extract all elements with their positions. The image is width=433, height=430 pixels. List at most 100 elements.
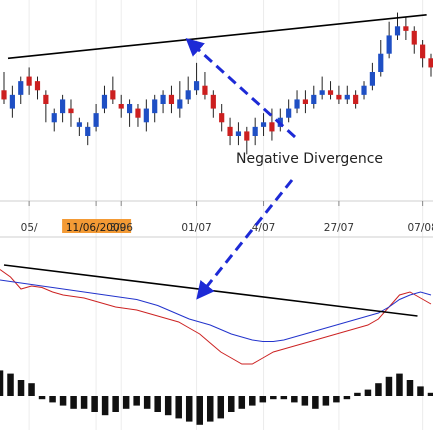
histogram-bar xyxy=(238,396,246,409)
x-tick-label: 3/06 xyxy=(109,222,133,234)
candle-up xyxy=(143,108,149,123)
candle-down xyxy=(353,94,359,104)
histogram-bar xyxy=(343,396,351,400)
histogram-bar xyxy=(291,396,298,403)
candle-down xyxy=(302,99,309,104)
histogram-bar xyxy=(59,396,67,406)
candle-up xyxy=(361,85,367,95)
histogram-bar xyxy=(217,396,225,419)
candle-down xyxy=(210,94,216,109)
histogram-bar xyxy=(354,392,361,396)
candle-down xyxy=(336,94,342,100)
candle-down xyxy=(118,104,124,109)
histogram-bar xyxy=(280,396,288,400)
x-tick-label: 07/08 xyxy=(407,222,433,234)
histogram-bar xyxy=(270,396,277,400)
cursor-date-badge xyxy=(62,219,132,233)
candle-up xyxy=(311,94,317,104)
price-trendline xyxy=(7,14,427,60)
histogram-bar xyxy=(312,396,319,409)
histogram-bar xyxy=(185,396,193,422)
histogram-bar xyxy=(375,383,382,396)
histogram-bar xyxy=(396,373,403,396)
histogram-bar xyxy=(80,396,88,409)
candle-down xyxy=(411,30,417,45)
x-tick-label: 05/ xyxy=(21,222,38,234)
candle-up xyxy=(286,108,292,118)
candle-up xyxy=(260,122,267,127)
candle-down xyxy=(168,94,175,104)
candle-up xyxy=(369,72,375,86)
signal-line xyxy=(0,269,432,365)
histogram-bar xyxy=(333,396,340,403)
histogram-bar xyxy=(228,396,235,412)
histogram-bar xyxy=(28,383,35,396)
histogram-bar xyxy=(154,396,161,412)
histogram-bar xyxy=(322,396,330,406)
candle-up xyxy=(101,94,108,109)
macd-panel xyxy=(0,264,433,425)
candle-down xyxy=(227,126,233,136)
candle-up xyxy=(177,99,183,109)
candle-down xyxy=(327,90,334,95)
histogram-bar xyxy=(70,396,77,409)
candle-down xyxy=(269,122,275,132)
candle-down xyxy=(219,113,225,123)
candle-down xyxy=(244,131,250,141)
histogram-bar xyxy=(206,396,214,422)
candle-down xyxy=(428,58,433,68)
x-tick-label: 27/07 xyxy=(324,222,354,234)
candle-up xyxy=(386,35,392,54)
candle-up xyxy=(344,94,350,100)
candle-up xyxy=(235,131,242,136)
histogram-bar xyxy=(17,380,25,396)
candle-up xyxy=(152,99,158,114)
histogram-bar xyxy=(91,396,98,412)
candle-down xyxy=(420,44,426,59)
histogram-bar xyxy=(7,373,14,396)
candle-up xyxy=(93,113,99,127)
candle-down xyxy=(1,90,7,100)
histogram-bar xyxy=(143,396,151,409)
histogram-bar xyxy=(133,396,140,406)
candle-up xyxy=(294,99,300,109)
candle-up xyxy=(252,126,258,136)
candle-down xyxy=(68,108,74,114)
annotation-text: Negative Divergence xyxy=(236,151,383,167)
candle-up xyxy=(60,99,66,114)
x-tick-label: 01/07 xyxy=(181,222,211,234)
histogram-bar xyxy=(164,396,172,416)
candle-down xyxy=(26,76,32,86)
candle-up xyxy=(378,53,384,72)
candle-down xyxy=(202,85,208,95)
annotation-layer: Negative Divergence xyxy=(185,37,383,300)
histogram-bar xyxy=(364,389,372,396)
histogram-bar xyxy=(112,396,119,412)
histogram-bar xyxy=(301,396,309,406)
candle-down xyxy=(34,81,41,91)
candle-up xyxy=(85,126,91,136)
candle-down xyxy=(135,108,141,118)
histogram-bar xyxy=(406,380,414,396)
histogram-bar xyxy=(38,396,46,400)
histogram-bar xyxy=(385,376,393,396)
candle-up xyxy=(185,90,191,100)
histogram-bar xyxy=(259,396,267,403)
histogram-bar xyxy=(49,396,56,403)
candle-down xyxy=(110,90,116,100)
histogram-bar xyxy=(249,396,256,406)
candle-down xyxy=(43,94,49,104)
arrow-to-price-high xyxy=(185,37,297,139)
candle-up xyxy=(193,81,200,91)
candle-up xyxy=(18,81,24,95)
histogram-bar xyxy=(0,370,4,396)
candle-up xyxy=(394,26,401,36)
histogram-bar xyxy=(101,396,109,416)
candle-up xyxy=(9,94,15,109)
arrow-to-macd-high xyxy=(196,179,294,300)
candle-up xyxy=(160,94,166,104)
cursor-date-label: 11/06/2009 xyxy=(66,222,127,234)
candle-up xyxy=(76,122,82,127)
histogram-bar xyxy=(122,396,130,409)
macd-line xyxy=(0,279,432,342)
